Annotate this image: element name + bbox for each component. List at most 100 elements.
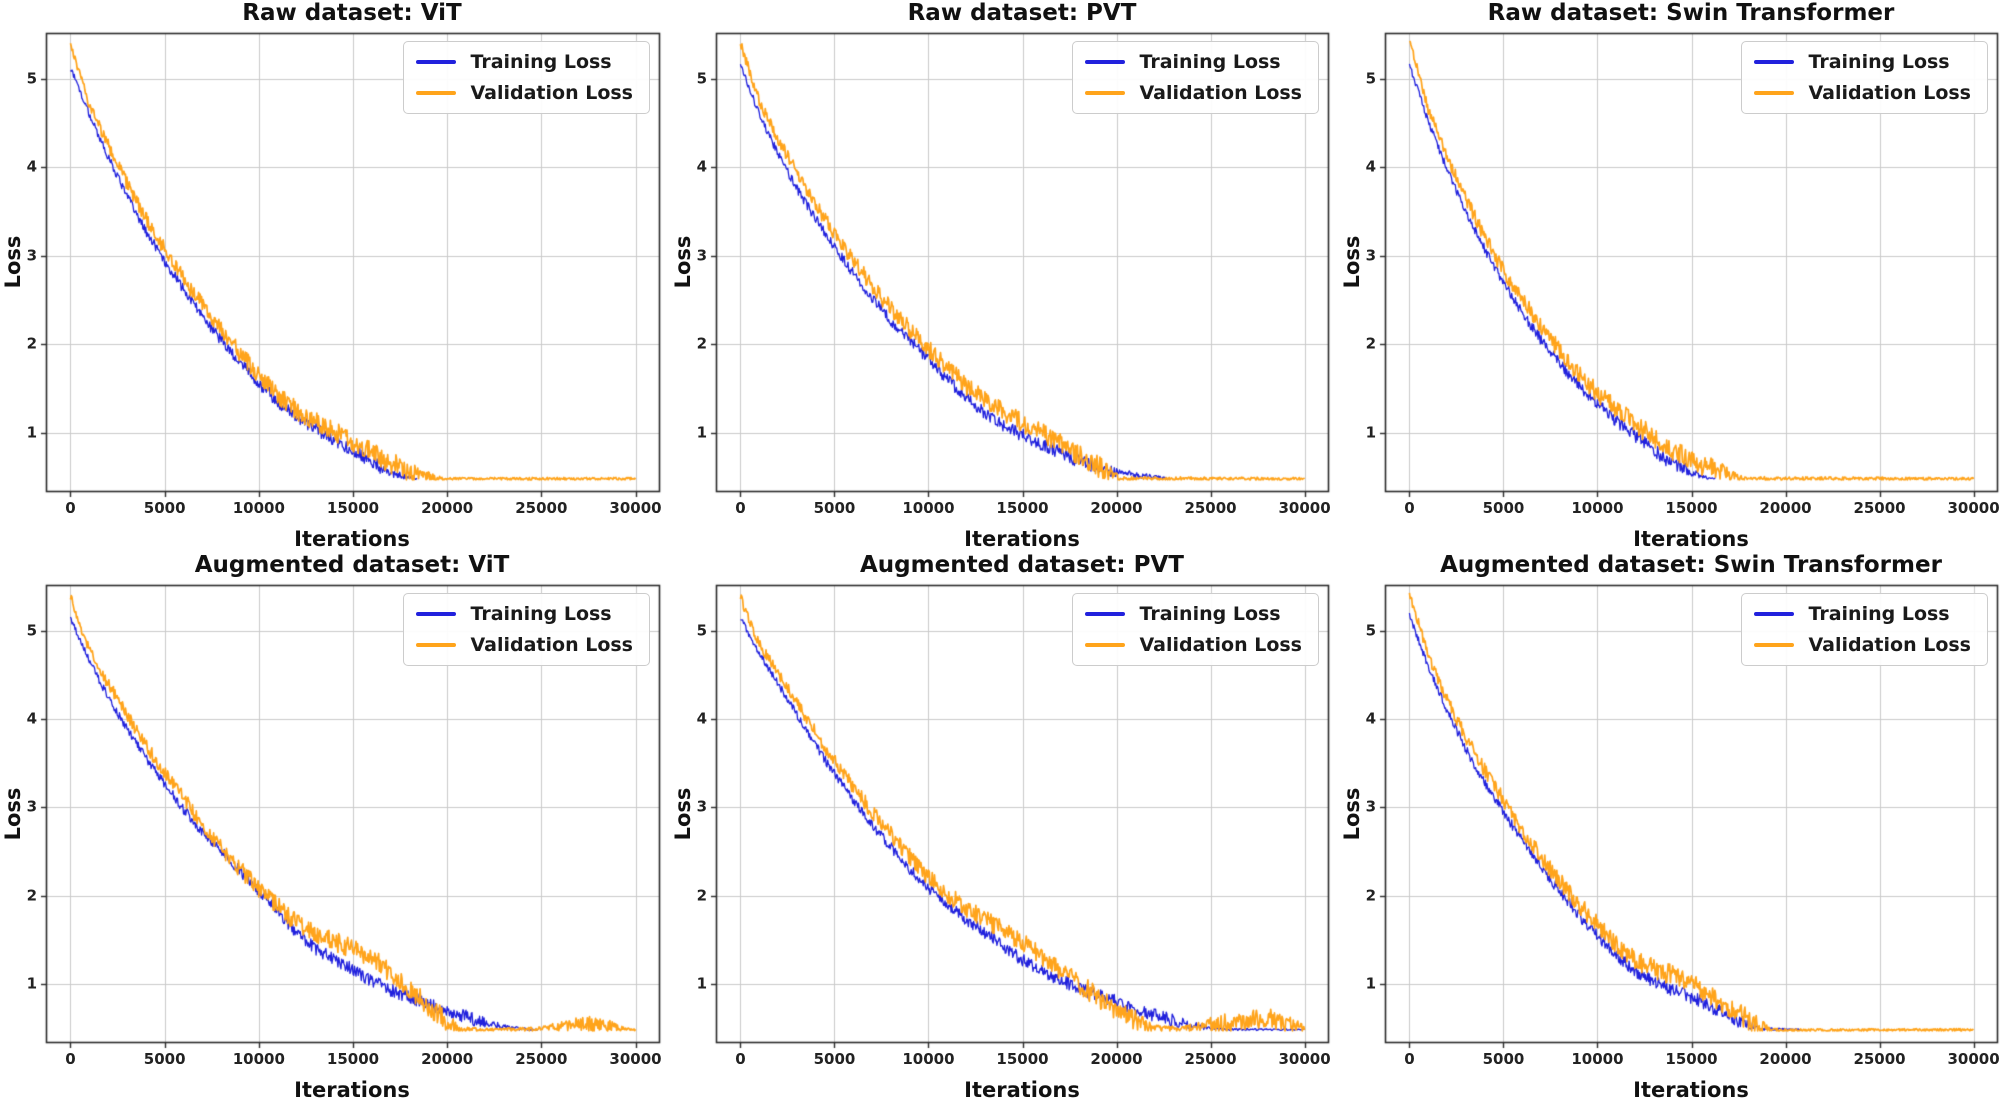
legend-label: Training Loss — [470, 603, 612, 625]
x-tick-label: 0 — [1404, 1050, 1415, 1068]
y-axis-label: Loss — [671, 235, 695, 289]
training-loss-line-swatch — [1085, 612, 1126, 616]
x-tick-label: 25000 — [515, 1050, 568, 1068]
y-tick-label: 2 — [1365, 334, 1376, 353]
x-tick-label: 25000 — [1853, 1050, 1906, 1068]
legend-label: Validation Loss — [1139, 82, 1302, 104]
legend-label: Training Loss — [1139, 51, 1281, 73]
y-tick-label: 5 — [1365, 69, 1376, 88]
validation-loss-line-swatch — [1754, 91, 1795, 95]
y-tick-label: 2 — [696, 886, 707, 905]
x-tick-label: 5000 — [143, 499, 186, 517]
y-tick-label: 3 — [696, 246, 707, 265]
x-tick-label: 25000 — [1853, 499, 1906, 517]
y-tick-label: 5 — [26, 69, 37, 88]
x-tick-label: 15000 — [996, 499, 1049, 517]
y-tick-label: 2 — [696, 334, 707, 353]
legend-item-training: Training Loss — [1754, 603, 1971, 625]
x-tick-label: 25000 — [1184, 499, 1237, 517]
validation-loss-line-swatch — [416, 643, 457, 647]
legend-label: Training Loss — [470, 51, 612, 73]
legend-label: Validation Loss — [1139, 634, 1302, 656]
x-tick-label: 15000 — [996, 1050, 1049, 1068]
legend-item-training: Training Loss — [1754, 51, 1971, 73]
y-tick-label: 3 — [1365, 246, 1376, 265]
x-axis-label: Iterations — [294, 1078, 410, 1102]
y-tick-label: 4 — [26, 157, 37, 176]
chart-title: Raw dataset: ViT — [242, 0, 462, 26]
x-tick-label: 20000 — [1759, 1050, 1812, 1068]
x-tick-label: 30000 — [1278, 499, 1331, 517]
x-tick-label: 10000 — [1571, 499, 1624, 517]
x-axis-label: Iterations — [1633, 527, 1749, 551]
legend-item-training: Training Loss — [416, 603, 633, 625]
legend-label: Validation Loss — [1808, 634, 1971, 656]
y-axis-label: Loss — [1340, 787, 1364, 841]
y-tick-label: 2 — [26, 886, 37, 905]
y-axis-label: Loss — [1340, 235, 1364, 289]
x-axis-label: Iterations — [294, 527, 410, 551]
x-tick-label: 15000 — [326, 499, 380, 517]
y-axis-label: Loss — [671, 787, 695, 841]
training-loss-line-swatch — [416, 612, 457, 616]
x-tick-label: 20000 — [421, 1050, 474, 1068]
legend-item-training: Training Loss — [1085, 51, 1302, 73]
x-tick-label: 15000 — [1665, 499, 1718, 517]
y-tick-label: 2 — [1365, 886, 1376, 905]
y-tick-label: 5 — [1365, 621, 1376, 640]
x-tick-label: 20000 — [1090, 1050, 1143, 1068]
validation-loss-line-swatch — [1085, 643, 1126, 647]
validation-loss-line-swatch — [1085, 91, 1126, 95]
x-tick-label: 25000 — [1184, 1050, 1237, 1068]
validation-loss-line-swatch — [1754, 643, 1795, 647]
y-axis-label: Loss — [1, 235, 25, 289]
y-axis-label: Loss — [1, 787, 25, 841]
training-loss-line-swatch — [416, 60, 457, 64]
legend-label: Training Loss — [1808, 51, 1950, 73]
y-tick-label: 4 — [26, 709, 37, 728]
x-tick-label: 30000 — [1278, 1050, 1331, 1068]
legend-item-training: Training Loss — [1085, 603, 1302, 625]
chart-title: Augmented dataset: Swin Transformer — [1440, 552, 1942, 578]
legend-item-validation: Validation Loss — [1754, 634, 1971, 656]
y-tick-label: 1 — [26, 974, 37, 993]
legend: Training Loss Validation Loss — [403, 593, 650, 666]
x-tick-label: 20000 — [1759, 499, 1812, 517]
y-tick-label: 1 — [1365, 423, 1376, 442]
chart-title: Augmented dataset: ViT — [194, 552, 510, 578]
legend-item-validation: Validation Loss — [1085, 634, 1302, 656]
legend-label: Training Loss — [1808, 603, 1950, 625]
legend-item-validation: Validation Loss — [416, 82, 633, 104]
x-tick-label: 5000 — [1482, 1050, 1525, 1068]
y-tick-label: 5 — [696, 621, 707, 640]
y-tick-label: 5 — [26, 621, 37, 640]
subplot-raw-swin-transformer: Raw dataset: Swin Transformer Loss Itera… — [1339, 0, 2008, 552]
subplot-augmented-swin-transformer: Augmented dataset: Swin Transformer Loss… — [1339, 552, 2008, 1103]
legend-label: Validation Loss — [470, 82, 633, 104]
x-tick-label: 10000 — [232, 499, 285, 517]
y-tick-label: 3 — [26, 246, 37, 265]
validation-loss-line-swatch — [416, 91, 457, 95]
x-tick-label: 5000 — [813, 1050, 856, 1068]
subplot-raw-vit: Raw dataset: ViT Loss Iterations Trainin… — [0, 0, 670, 552]
x-tick-label: 10000 — [902, 1050, 955, 1068]
x-tick-label: 10000 — [232, 1050, 285, 1068]
x-axis-label: Iterations — [964, 527, 1080, 551]
y-tick-label: 4 — [696, 157, 707, 176]
x-tick-label: 30000 — [609, 499, 662, 517]
x-tick-label: 15000 — [1665, 1050, 1718, 1068]
legend-item-validation: Validation Loss — [1085, 82, 1302, 104]
x-axis-label: Iterations — [1633, 1078, 1749, 1102]
x-tick-label: 0 — [65, 1050, 76, 1068]
x-tick-label: 0 — [735, 1050, 746, 1068]
x-tick-label: 0 — [735, 499, 746, 517]
training-loss-line-swatch — [1754, 612, 1795, 616]
subplot-augmented-vit: Augmented dataset: ViT Loss Iterations T… — [0, 552, 670, 1103]
x-tick-label: 10000 — [1571, 1050, 1624, 1068]
legend-label: Training Loss — [1139, 603, 1281, 625]
y-tick-label: 3 — [26, 797, 37, 816]
y-tick-label: 5 — [696, 69, 707, 88]
subplot-augmented-pvt: Augmented dataset: PVT Loss Iterations T… — [670, 552, 1339, 1103]
legend: Training Loss Validation Loss — [1072, 41, 1319, 114]
